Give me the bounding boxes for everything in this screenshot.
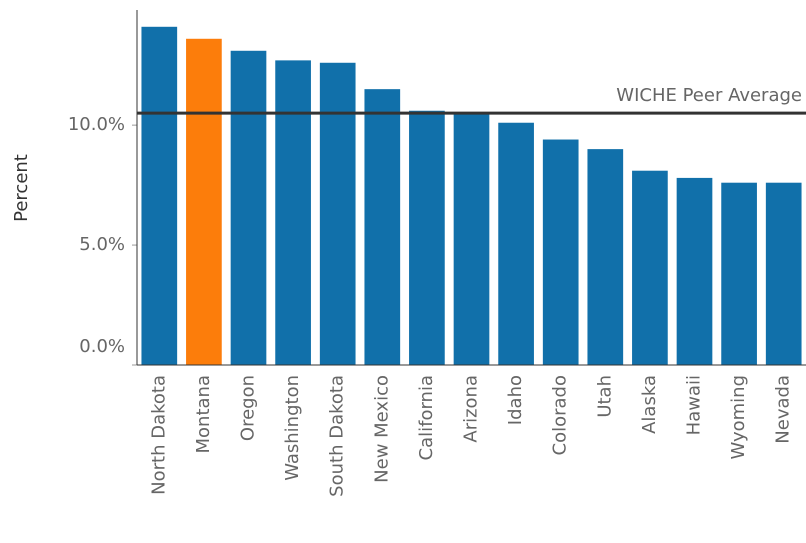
bar (230, 50, 267, 365)
x-tick-label: Idaho (505, 375, 526, 425)
y-tick-label: 0.0% (79, 336, 125, 357)
x-tick-label: South Dakota (327, 375, 348, 497)
x-tick-label: Wyoming (728, 375, 749, 460)
x-tick-label: Hawaii (684, 375, 705, 435)
bar (275, 60, 311, 366)
x-tick-label: Washington (282, 375, 303, 481)
x-tick-label: Utah (594, 375, 615, 418)
bar (765, 182, 802, 365)
reference-line-label: WICHE Peer Average (616, 85, 802, 106)
bar (498, 122, 534, 366)
y-tick-label: 10.0% (68, 114, 125, 135)
bar (364, 89, 401, 366)
bar (453, 113, 490, 365)
x-tick-label: Alaska (639, 375, 660, 434)
bar (587, 149, 624, 365)
x-tick-label: California (416, 375, 437, 460)
x-tick-label: Nevada (773, 375, 794, 444)
bar (721, 182, 757, 365)
x-tick-label: Colorado (550, 375, 571, 455)
bar (319, 62, 356, 366)
x-tick-label: North Dakota (148, 375, 169, 495)
bar (676, 177, 713, 365)
x-tick-label: Montana (193, 375, 214, 453)
y-axis-title: Percent (11, 154, 32, 222)
bar (542, 139, 579, 365)
bar (632, 170, 668, 365)
bar (409, 110, 445, 365)
y-tick-label: 5.0% (79, 234, 125, 255)
x-tick-label: New Mexico (371, 375, 392, 483)
x-tick-label: Oregon (238, 375, 259, 441)
bar (186, 38, 222, 365)
bar (141, 26, 178, 366)
x-tick-label: Arizona (461, 375, 482, 443)
